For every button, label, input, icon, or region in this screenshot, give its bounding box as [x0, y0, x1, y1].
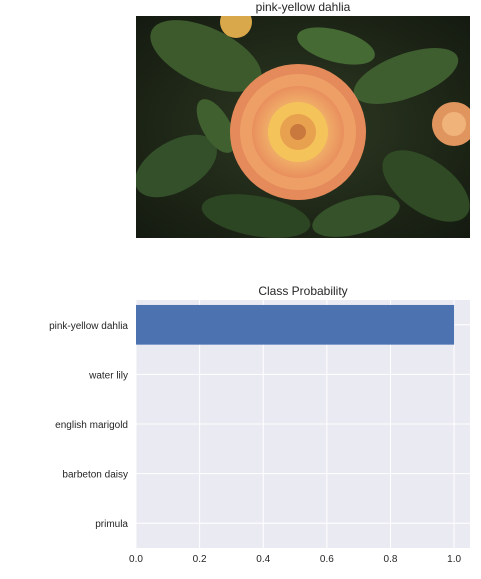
bar	[136, 304, 455, 345]
y-tick-label: pink-yellow dahlia	[49, 321, 128, 332]
chart-title: Class Probability	[258, 284, 348, 298]
y-tick-label: water lily	[88, 370, 128, 381]
x-tick-label: 0.0	[129, 554, 143, 565]
x-tick-label: 0.4	[256, 554, 270, 565]
x-tick-label: 0.2	[193, 554, 207, 565]
y-tick-label: english marigold	[55, 420, 128, 431]
x-tick-label: 0.8	[384, 554, 398, 565]
x-tick-label: 0.6	[320, 554, 334, 565]
y-tick-label: primula	[95, 519, 128, 530]
dahlia-flower-photo	[136, 16, 470, 238]
y-tick-label: barbeton daisy	[62, 470, 128, 481]
image-title: pink-yellow dahlia	[255, 0, 351, 14]
x-tick-label: 1.0	[447, 554, 461, 565]
